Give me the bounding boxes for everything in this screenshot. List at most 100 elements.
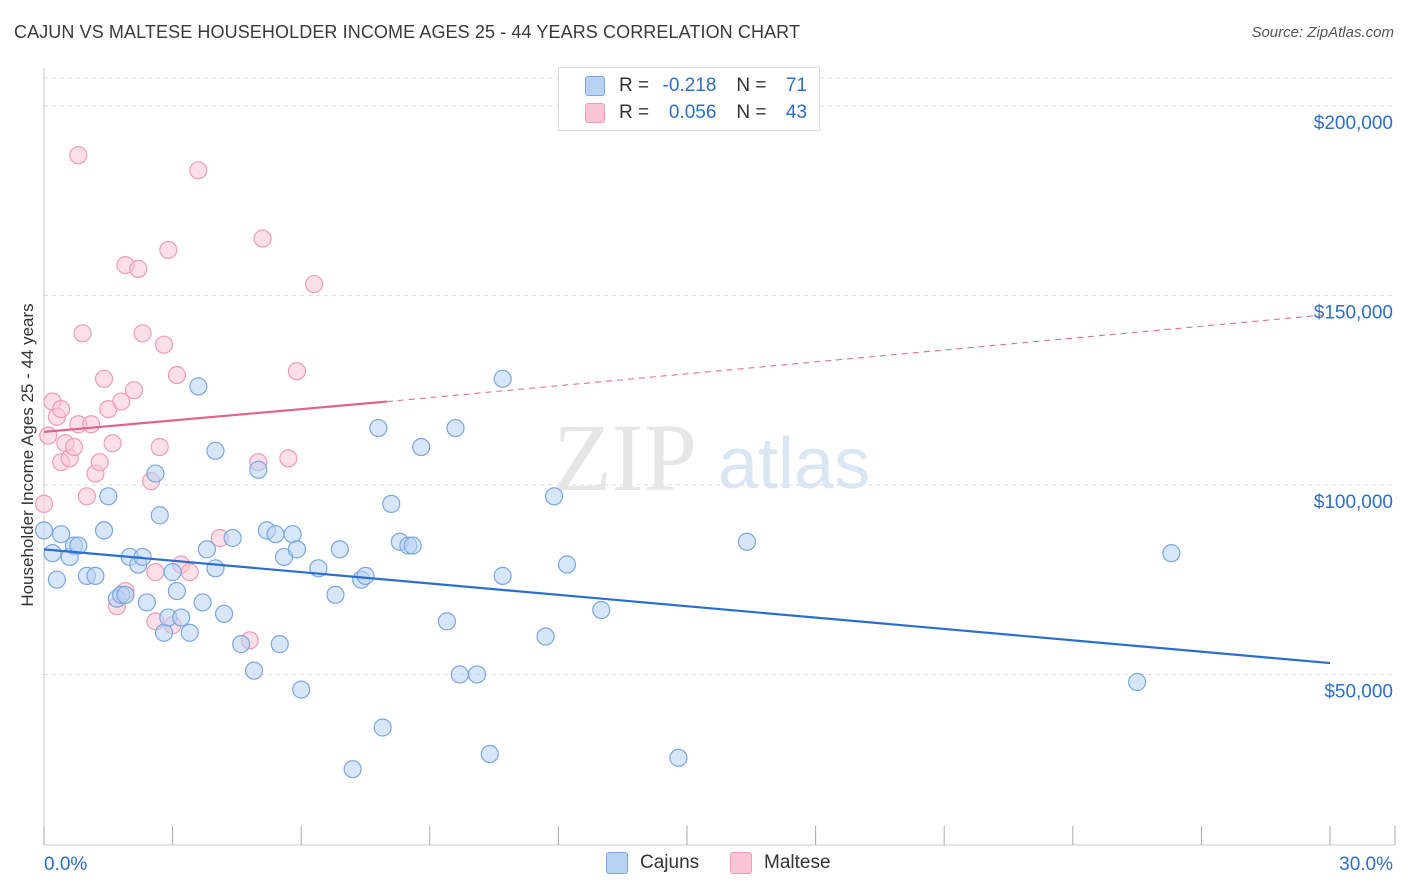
maltese-point — [52, 400, 71, 419]
maltese-swatch — [585, 103, 605, 123]
maltese-point — [39, 426, 58, 445]
r-value: -0.218 — [662, 75, 717, 96]
cajun-point — [493, 566, 512, 585]
maltese-point — [90, 453, 109, 472]
cajun-point — [356, 566, 375, 585]
cajun-point — [403, 536, 422, 555]
cajun-point — [536, 627, 555, 646]
legend-item-maltese: Maltese — [730, 852, 831, 874]
y-tick-label: $200,000 — [1314, 113, 1393, 134]
maltese-point — [34, 494, 54, 513]
cajun-point — [480, 744, 499, 764]
cajun-point — [137, 593, 156, 612]
maltese-point — [112, 392, 131, 411]
cajun-point — [283, 525, 302, 544]
cajun-point — [557, 555, 577, 574]
n-label: N = — [736, 75, 767, 96]
cajun-trend-line — [43, 548, 1331, 665]
maltese-point — [189, 161, 208, 180]
cajun-point — [223, 528, 242, 548]
legend-row-cajuns: R = -0.218 N = 71 — [585, 74, 807, 98]
cajun-point — [189, 377, 208, 396]
r-value: 0.056 — [668, 102, 717, 123]
cajun-point — [412, 437, 431, 457]
legend-label-maltese: Maltese — [764, 852, 831, 873]
cajun-point — [330, 540, 349, 559]
x-tick-label: 0.0% — [44, 854, 87, 875]
cajun-point — [446, 418, 465, 438]
n-value: 43 — [785, 102, 808, 123]
maltese-point — [154, 335, 174, 354]
cajun-point — [197, 540, 216, 559]
cajun-point — [146, 464, 165, 483]
r-label: R = — [619, 75, 650, 96]
cajun-point — [154, 623, 174, 642]
maltese-point — [64, 437, 84, 457]
n-label: N = — [736, 102, 767, 123]
maltese-point — [159, 240, 178, 260]
maltese-point — [73, 324, 92, 343]
cajun-point — [467, 665, 487, 684]
y-tick-label: $50,000 — [1324, 681, 1393, 702]
cajun-point — [493, 369, 512, 388]
cajun-point — [1127, 672, 1147, 692]
r-label: R = — [619, 102, 650, 123]
cajun-point — [669, 748, 688, 767]
maltese-swatch — [730, 852, 752, 874]
cajun-point — [232, 635, 251, 654]
cajun-point — [86, 566, 105, 585]
cajun-point — [450, 665, 469, 684]
cajun-point — [172, 608, 191, 627]
cajun-point — [369, 418, 388, 438]
cajun-point — [1162, 544, 1181, 563]
n-value: 71 — [785, 75, 808, 96]
maltese-point — [150, 437, 169, 457]
cajun-point — [47, 570, 66, 589]
maltese-point — [167, 365, 186, 385]
source-credit: Source: ZipAtlas.com — [1251, 24, 1394, 41]
legend-row-maltese: R = 0.056 N = 43 — [585, 101, 807, 125]
maltese-point — [82, 415, 101, 434]
watermark-atlas: atlas — [718, 424, 870, 504]
cajun-point — [382, 494, 401, 513]
maltese-point — [146, 563, 165, 582]
cajun-point — [292, 680, 311, 699]
cajun-point — [206, 559, 225, 578]
maltese-point — [124, 381, 144, 400]
x-tick-label: 30.0% — [1339, 854, 1393, 875]
cajun-point — [343, 760, 362, 779]
watermark-zip: ZIP — [553, 404, 697, 511]
cajun-point — [52, 525, 71, 544]
y-axis-label: Householder Income Ages 25 - 44 years — [18, 303, 37, 607]
maltese-point — [180, 563, 199, 582]
cajun-point — [99, 487, 118, 506]
cajun-point — [193, 593, 212, 612]
cajun-point — [592, 600, 611, 620]
cajun-point — [180, 623, 199, 642]
maltese-trend-line — [43, 400, 388, 433]
cajun-point — [206, 441, 225, 460]
cajun-point — [34, 521, 54, 540]
maltese-point — [287, 362, 307, 381]
maltese-point — [133, 324, 152, 343]
cajun-point — [437, 612, 457, 631]
cajun-swatch — [606, 852, 628, 874]
cajun-point — [287, 540, 307, 559]
cajun-point — [163, 563, 182, 582]
maltese-point — [77, 487, 96, 506]
cajun-point — [43, 544, 62, 563]
cajun-point — [244, 661, 264, 680]
correlation-legend: R = -0.218 N = 71 R = 0.056 N = 43 — [558, 67, 820, 131]
maltese-point — [94, 369, 114, 388]
cajun-point — [116, 585, 135, 604]
legend-item-cajuns: Cajuns — [606, 852, 699, 874]
maltese-point — [103, 434, 122, 453]
cajun-point — [266, 525, 285, 544]
legend-label-cajuns: Cajuns — [640, 852, 700, 873]
maltese-point — [304, 274, 324, 294]
cajun-point — [167, 581, 186, 601]
cajun-point — [94, 521, 114, 540]
maltese-point — [69, 146, 88, 165]
cajun-point — [270, 635, 289, 654]
maltese-point — [253, 229, 272, 248]
